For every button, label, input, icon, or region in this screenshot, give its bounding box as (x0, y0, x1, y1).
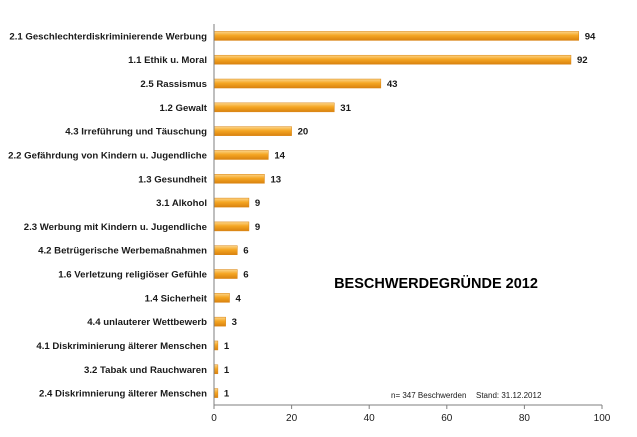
category-label: 4.3 Irreführung und Täuschung (65, 127, 207, 138)
category-label: 2.5 Rassismus (140, 79, 207, 90)
bar (213, 316, 226, 327)
bar (213, 54, 572, 65)
bar (213, 293, 230, 303)
x-tick-label: 100 (594, 413, 611, 424)
value-label: 20 (298, 127, 309, 138)
footnote-date: Stand: 31.12.2012 (476, 391, 542, 400)
value-label: 9 (255, 222, 260, 233)
value-label: 31 (340, 103, 351, 114)
value-label: 94 (585, 31, 596, 42)
bar (213, 126, 292, 136)
value-label: 43 (387, 79, 398, 90)
category-label: 3.2 Tabak und Rauchwaren (84, 365, 207, 376)
bar (213, 269, 238, 279)
value-label: 6 (243, 270, 248, 281)
category-label: 2.1 Geschlechterdiskriminierende Werbung (9, 31, 207, 42)
value-label: 6 (243, 246, 248, 257)
bars-layer (213, 31, 579, 398)
bar (213, 78, 382, 89)
chart-title: BESCHWERDEGRÜNDE 2012 (334, 275, 538, 292)
value-label: 14 (274, 150, 285, 161)
value-label: 1 (224, 389, 230, 400)
value-label: 1 (224, 341, 230, 352)
value-label: 4 (236, 293, 242, 304)
category-label: 2.4 Diskrimnierung älterer Menschen (39, 389, 207, 400)
bar (213, 245, 238, 255)
category-label: 1.3 Gesundheit (138, 174, 208, 185)
value-label: 1 (224, 365, 230, 376)
category-labels: 2.1 Geschlechterdiskriminierende Werbung… (8, 31, 208, 399)
value-label: 92 (577, 55, 588, 66)
bar (213, 388, 219, 398)
category-label: 3.1 Alkohol (156, 198, 207, 209)
x-tick-label: 60 (441, 413, 453, 424)
x-tick-label: 0 (211, 413, 217, 424)
bar (213, 102, 335, 113)
category-label: 4.1 Diskriminierung älterer Menschen (36, 341, 207, 352)
x-tick-label: 40 (364, 413, 376, 424)
value-label: 9 (255, 198, 260, 209)
category-label: 1.2 Gewalt (160, 103, 208, 114)
x-tick-label: 20 (286, 413, 298, 424)
bar (213, 221, 250, 232)
value-label: 13 (270, 174, 281, 185)
category-label: 2.2 Gefährdung von Kindern u. Jugendlich… (8, 150, 207, 161)
category-label: 1.6 Verletzung religiöser Gefühle (58, 270, 207, 281)
value-label: 3 (232, 317, 237, 328)
bar (213, 150, 269, 160)
category-label: 2.3 Werbung mit Kindern u. Jugendliche (24, 222, 207, 233)
bar (213, 174, 265, 184)
category-label: 1.4 Sicherheit (145, 293, 208, 304)
bar (213, 364, 219, 375)
bar (213, 340, 219, 351)
category-label: 4.2 Betrügerische Werbemaßnahmen (38, 246, 207, 257)
footnote-sample-size: n= 347 Beschwerden (391, 391, 466, 400)
category-label: 1.1 Ethik u. Moral (128, 55, 207, 66)
bar (213, 31, 579, 41)
x-axis: 0 20 40 60 80 100 (211, 24, 611, 424)
bar (213, 197, 250, 208)
x-tick-label: 80 (519, 413, 531, 424)
category-label: 4.4 unlauterer Wettbewerb (87, 317, 207, 328)
